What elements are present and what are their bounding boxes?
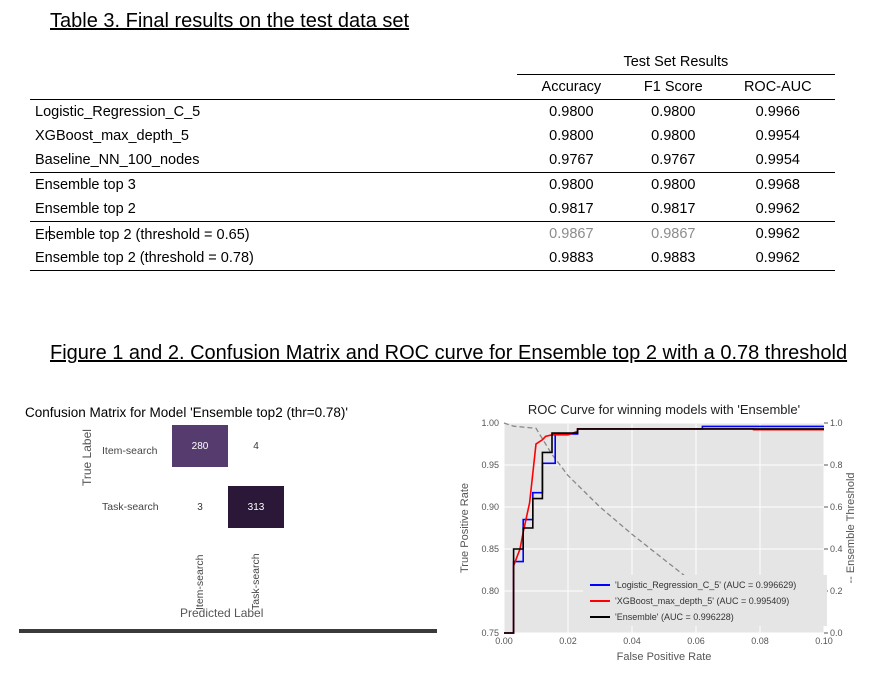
y2-tick-label: 0.8 bbox=[830, 460, 843, 470]
x-tick-label: 0.10 bbox=[815, 636, 833, 646]
accuracy-value: 0.9817 bbox=[549, 201, 594, 217]
y-tick-label: 1.00 bbox=[481, 418, 499, 428]
legend-entry: 'Logistic_Regression_C_5' (AUC = 0.99662… bbox=[615, 580, 796, 590]
roc-auc-value: 0.9962 bbox=[720, 246, 835, 271]
model-name: Ersemble top 2 (threshold = 0.65) bbox=[30, 221, 517, 246]
axis-ticks: 0.00 0.02 0.04 0.06 0.08 0.10 0.75 0.80 0.85 0.90… bbox=[481, 418, 842, 646]
roc-auc-value: 0.9954 bbox=[755, 128, 800, 144]
model-name: Ensemble top 2 (threshold = 0.78) bbox=[30, 246, 517, 271]
y2-tick-label: 0.4 bbox=[830, 544, 843, 554]
model-name-part: Er bbox=[35, 226, 50, 243]
cm-x-axis-label: Predicted Label bbox=[180, 606, 264, 620]
cm-row-label: Task-search bbox=[102, 501, 159, 513]
divider bbox=[19, 629, 437, 633]
y-tick-label: 0.75 bbox=[481, 628, 499, 638]
roc-chart: 0.00 0.02 0.04 0.06 0.08 0.10 0.75 0.80 0.85 0.90… bbox=[459, 402, 857, 663]
accuracy-value: 0.9800 bbox=[549, 104, 594, 120]
f1-value: 0.9800 bbox=[651, 104, 696, 120]
cm-col-label: Task-search bbox=[250, 553, 262, 610]
roc-title: ROC Curve for winning models with 'Ensem… bbox=[528, 402, 800, 417]
x-tick-label: 0.06 bbox=[687, 636, 705, 646]
cm-row-label: Item-search bbox=[102, 445, 158, 457]
column-header-f1: F1 Score bbox=[626, 74, 721, 100]
roc-auc-value: 0.9968 bbox=[720, 172, 835, 197]
model-name: Ensemble top 2 bbox=[35, 201, 136, 217]
table-row: Ensemble top 2 0.9817 0.9817 0.9962 bbox=[30, 197, 835, 222]
table-caption: Table 3. Final results on the test data … bbox=[50, 10, 410, 32]
results-table: Test Set Results Accuracy F1 Score ROC-A… bbox=[30, 50, 835, 271]
model-name: Logistic_Regression_C_5 bbox=[35, 104, 201, 120]
table-row: Ensemble top 2 (threshold = 0.78) 0.9883… bbox=[30, 246, 835, 271]
cm-col-label: Item-search bbox=[194, 554, 206, 610]
y2-tick-label: 0.2 bbox=[830, 586, 843, 596]
cm-cell: 280 bbox=[172, 425, 228, 467]
f1-value: 0.9817 bbox=[651, 201, 696, 217]
x-tick-label: 0.04 bbox=[623, 636, 641, 646]
figures-caption: Figure 1 and 2. Confusion Matrix and ROC… bbox=[50, 342, 848, 364]
model-name-part: semble top 2 (threshold = 0.65) bbox=[48, 226, 250, 243]
y2-tick-label: 1.0 bbox=[830, 418, 843, 428]
f1-value: 0.9867 bbox=[626, 221, 721, 246]
f1-value: 0.9800 bbox=[651, 128, 696, 144]
table-row: XGBoost_max_depth_5 0.9800 0.9800 0.9954 bbox=[30, 124, 835, 148]
group-header: Test Set Results bbox=[516, 50, 835, 75]
x-tick-label: 0.02 bbox=[559, 636, 577, 646]
y2-tick-label: 0.6 bbox=[830, 502, 843, 512]
x-tick-label: 0.08 bbox=[751, 636, 769, 646]
accuracy-value: 0.9883 bbox=[516, 246, 627, 271]
cm-cell: 313 bbox=[228, 486, 284, 528]
roc-auc-value: 0.9962 bbox=[755, 201, 800, 217]
model-name: Ensemble top 3 bbox=[30, 172, 517, 197]
text-cursor bbox=[48, 225, 50, 241]
legend: 'Logistic_Regression_C_5' (AUC = 0.99662… bbox=[583, 575, 827, 626]
model-name: Baseline_NN_100_nodes bbox=[35, 152, 200, 168]
accuracy-value: 0.9800 bbox=[549, 128, 594, 144]
table-row: Baseline_NN_100_nodes 0.9767 0.9767 0.99… bbox=[30, 148, 835, 173]
x-tick-label: 0.00 bbox=[495, 636, 513, 646]
f1-value: 0.9883 bbox=[626, 246, 721, 271]
roc-y2-axis-label: -- Ensemble Threshold bbox=[845, 472, 857, 583]
column-header-accuracy: Accuracy bbox=[516, 74, 627, 100]
accuracy-value: 0.9800 bbox=[516, 172, 627, 197]
y-tick-label: 0.90 bbox=[481, 502, 499, 512]
f1-value: 0.9767 bbox=[651, 152, 696, 168]
confusion-matrix-figure: Confusion Matrix for Model 'Ensemble top… bbox=[18, 398, 438, 638]
table-row: Ersemble top 2 (threshold = 0.65) 0.9867… bbox=[30, 221, 835, 246]
confusion-matrix-title: Confusion Matrix for Model 'Ensemble top… bbox=[25, 405, 348, 420]
accuracy-value: 0.9867 bbox=[516, 221, 627, 246]
table-row: Ensemble top 3 0.9800 0.9800 0.9968 bbox=[30, 172, 835, 197]
model-name: XGBoost_max_depth_5 bbox=[35, 128, 189, 144]
column-header-roc-auc: ROC-AUC bbox=[720, 74, 835, 100]
f1-value: 0.9800 bbox=[626, 172, 721, 197]
legend-entry: 'Ensemble' (AUC = 0.996228) bbox=[615, 612, 734, 622]
legend-entry: 'XGBoost_max_depth_5' (AUC = 0.995409) bbox=[615, 596, 789, 606]
roc-y-axis-label: True Positive Rate bbox=[459, 483, 471, 573]
y-tick-label: 0.85 bbox=[481, 544, 499, 554]
y2-tick-label: 0.0 bbox=[830, 628, 843, 638]
roc-auc-value: 0.9966 bbox=[755, 104, 800, 120]
accuracy-value: 0.9767 bbox=[549, 152, 594, 168]
cm-y-axis-label: True Label bbox=[80, 429, 94, 486]
cm-cell: 4 bbox=[228, 425, 284, 467]
y-tick-label: 0.80 bbox=[481, 586, 499, 596]
table-row: Logistic_Regression_C_5 0.9800 0.9800 0.… bbox=[30, 100, 835, 125]
y-tick-label: 0.95 bbox=[481, 460, 499, 470]
roc-auc-value: 0.9954 bbox=[755, 152, 800, 168]
roc-auc-value: 0.9962 bbox=[720, 221, 835, 246]
legend-box bbox=[583, 575, 827, 626]
roc-x-axis-label: False Positive Rate bbox=[617, 651, 712, 663]
series-line bbox=[504, 428, 824, 634]
cm-cell: 3 bbox=[172, 486, 228, 528]
